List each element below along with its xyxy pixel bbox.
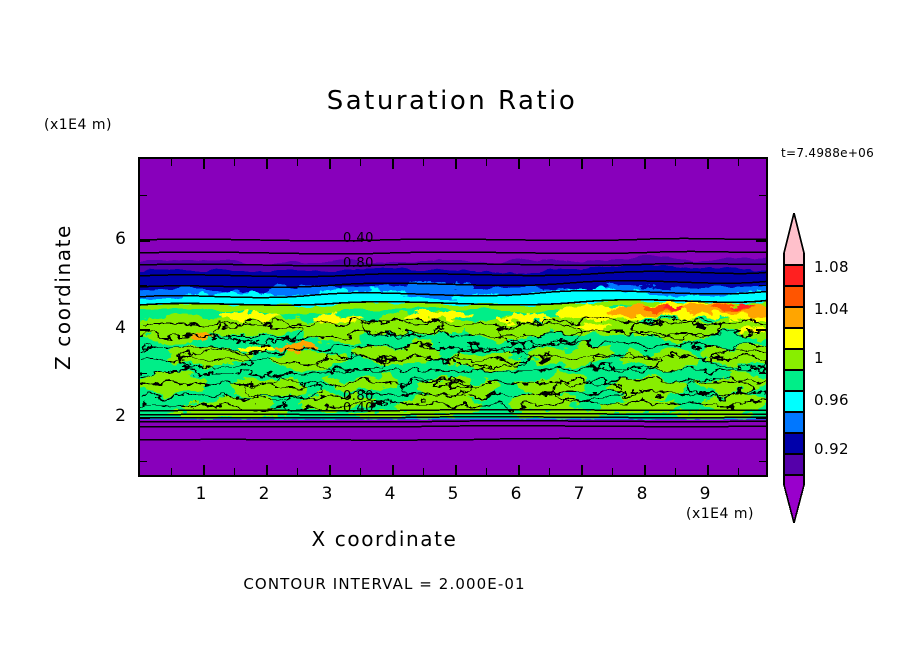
x-tick-top xyxy=(297,159,298,166)
x-tick xyxy=(360,468,361,475)
z-tick xyxy=(140,373,147,374)
x-tick-top-major xyxy=(581,159,583,169)
z-tick-label: 4 xyxy=(115,318,126,338)
x-tick-top xyxy=(738,159,739,166)
x-tick-top xyxy=(486,159,487,166)
x-tick xyxy=(171,468,172,475)
x-tick-major xyxy=(203,465,205,475)
x-tick-major xyxy=(644,465,646,475)
x-tick-top xyxy=(675,159,676,166)
contour-label: 0.80 xyxy=(343,256,374,271)
contour-field xyxy=(140,159,766,475)
x-tick-label: 2 xyxy=(258,484,270,504)
x-tick xyxy=(234,468,235,475)
x-tick-label: 8 xyxy=(636,484,648,504)
z-tick-right-major xyxy=(756,240,766,242)
x-tick-top-major xyxy=(329,159,331,169)
z-tick-right xyxy=(759,285,766,286)
x-tick xyxy=(675,468,676,475)
colorbar-tick-label: 1.04 xyxy=(814,300,849,318)
z-tick-right-major xyxy=(756,417,766,419)
plot-frame xyxy=(138,157,768,477)
contour-interval-caption: CONTOUR INTERVAL = 2.000E-01 xyxy=(243,575,526,593)
x-tick-top-major xyxy=(203,159,205,169)
x-tick-label: 3 xyxy=(321,484,333,504)
x-tick-label: 7 xyxy=(573,484,585,504)
x-tick-top-major xyxy=(707,159,709,169)
x-tick xyxy=(297,468,298,475)
x-tick-major xyxy=(518,465,520,475)
x-tick-top xyxy=(549,159,550,166)
z-tick xyxy=(140,285,147,286)
z-tick xyxy=(140,195,147,196)
x-tick-label: 6 xyxy=(510,484,522,504)
z-tick-right-major xyxy=(756,329,766,331)
x-tick-label: 1 xyxy=(195,484,207,504)
x-axis-title: X coordinate xyxy=(311,527,458,551)
x-tick xyxy=(549,468,550,475)
x-tick-major xyxy=(392,465,394,475)
x-tick-major xyxy=(329,465,331,475)
x-tick xyxy=(612,468,613,475)
contour-label: 0.40 xyxy=(343,231,374,246)
x-tick xyxy=(423,468,424,475)
colorbar-tick-label: 1 xyxy=(814,349,824,367)
colorbar-tick-label: 0.96 xyxy=(814,391,849,409)
x-tick-top xyxy=(234,159,235,166)
x-tick-top-major xyxy=(392,159,394,169)
x-tick-top xyxy=(171,159,172,166)
x-tick-major xyxy=(707,465,709,475)
z-tick xyxy=(140,461,147,462)
z-tick-right xyxy=(759,461,766,462)
x-tick-top-major xyxy=(644,159,646,169)
y-axis-unit-label: (x1E4 m) xyxy=(44,117,112,133)
x-tick-top-major xyxy=(266,159,268,169)
z-tick-label: 6 xyxy=(115,229,126,249)
z-tick-major xyxy=(140,417,150,419)
z-tick-major xyxy=(140,329,150,331)
z-tick-label: 2 xyxy=(115,406,126,426)
x-tick-top xyxy=(423,159,424,166)
x-tick-top xyxy=(360,159,361,166)
x-tick-top-major xyxy=(455,159,457,169)
colorbar xyxy=(782,213,806,523)
x-tick-label: 5 xyxy=(447,484,459,504)
x-tick-major xyxy=(455,465,457,475)
x-tick xyxy=(738,468,739,475)
x-tick-label: 4 xyxy=(384,484,396,504)
colorbar-tick-label: 1.08 xyxy=(814,258,849,276)
time-stamp-label: t=7.4988e+06 xyxy=(781,146,875,160)
x-axis-unit-label: (x1E4 m) xyxy=(686,506,754,522)
plot-area: 0.40 0.80 0.80 0.40 xyxy=(138,157,768,477)
x-tick-major xyxy=(266,465,268,475)
x-tick-label: 9 xyxy=(699,484,711,504)
z-tick-major xyxy=(140,240,150,242)
x-tick-top-major xyxy=(518,159,520,169)
y-axis-title: Z coordinate xyxy=(51,224,75,370)
contour-label: 0.80 xyxy=(343,389,374,404)
z-tick-right xyxy=(759,373,766,374)
x-tick-top xyxy=(612,159,613,166)
z-tick-right xyxy=(759,195,766,196)
x-tick-major xyxy=(581,465,583,475)
x-tick xyxy=(486,468,487,475)
page-title: Saturation Ratio xyxy=(326,86,578,116)
contour-label: 0.40 xyxy=(343,401,374,416)
colorbar-tick-label: 0.92 xyxy=(814,440,849,458)
